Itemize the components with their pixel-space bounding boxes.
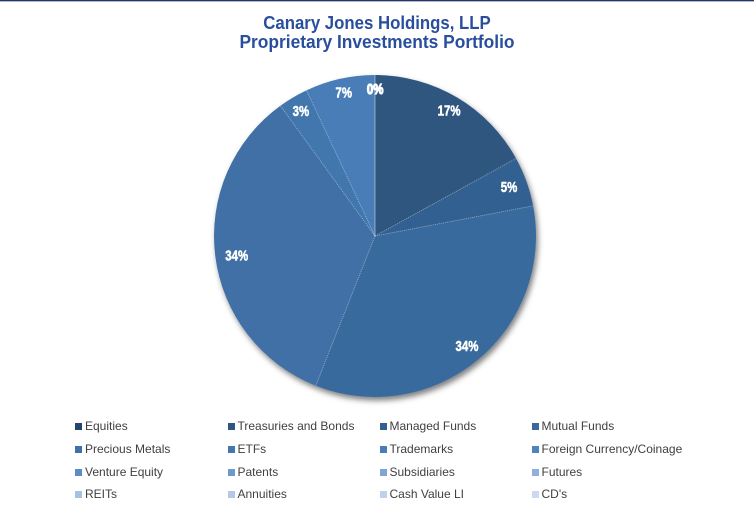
svg-text:34%: 34% <box>225 247 248 264</box>
svg-text:7%: 7% <box>336 84 353 101</box>
svg-text:5%: 5% <box>501 178 518 195</box>
svg-text:0%: 0% <box>367 80 384 97</box>
svg-text:17%: 17% <box>438 102 461 119</box>
svg-text:34%: 34% <box>456 338 479 355</box>
svg-text:3%: 3% <box>293 103 310 120</box>
